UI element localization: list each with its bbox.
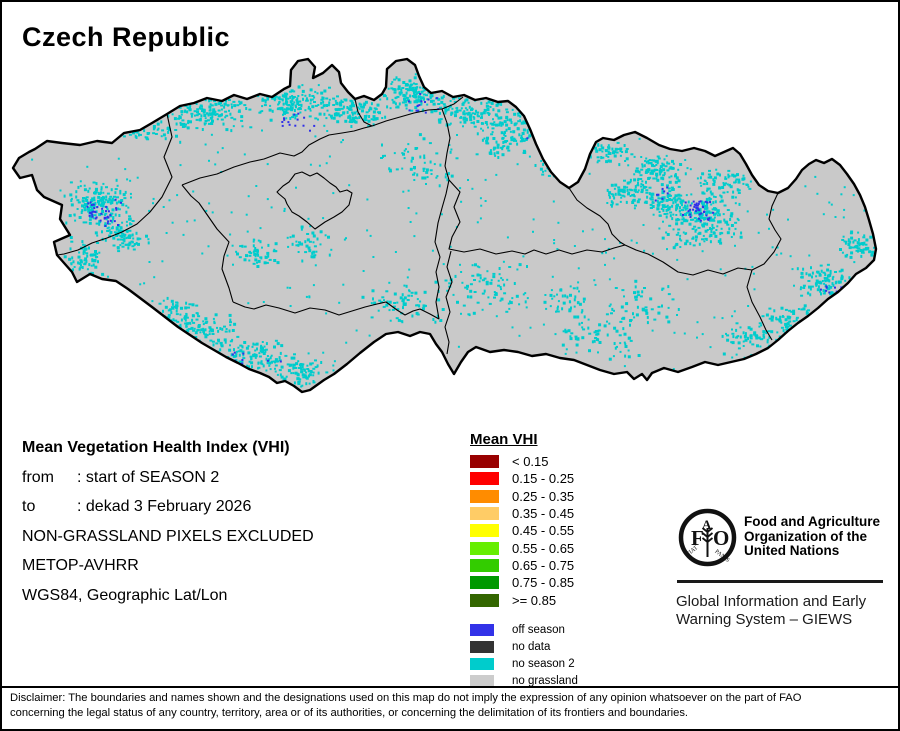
legend-row: no grassland — [470, 673, 578, 690]
param-mask: NON-GRASSLAND PIXELS EXCLUDED — [22, 527, 314, 545]
legend-row: < 0.15 — [470, 453, 578, 470]
param-sensor: METOP-AVHRR — [22, 557, 139, 574]
map-parameters-block: Mean Vegetation Health Index (VHI) from:… — [22, 433, 314, 610]
disclaimer-separator — [2, 686, 898, 688]
legend-swatch — [470, 472, 499, 486]
legend-row: 0.15 - 0.25 — [470, 470, 578, 487]
vhi-heading: Mean Vegetation Health Index (VHI) — [22, 439, 290, 456]
page-title: Czech Republic — [22, 22, 231, 52]
legend-swatch — [470, 524, 499, 538]
legend-swatch — [470, 675, 494, 688]
legend-extra-group: off season no data no season 2 no grassl… — [470, 622, 578, 690]
svg-text:F: F — [691, 526, 704, 550]
svg-text:O: O — [713, 526, 729, 550]
legend-swatch — [470, 489, 499, 503]
legend-row: 0.65 - 0.75 — [470, 557, 578, 574]
legend-swatch — [470, 541, 499, 555]
legend-swatch — [470, 658, 494, 671]
legend-row: 0.55 - 0.65 — [470, 539, 578, 556]
legend-swatch — [470, 558, 499, 572]
legend-swatch — [470, 593, 499, 607]
fao-separator — [677, 580, 883, 583]
legend: Mean VHI < 0.15 0.15 - 0.25 0.25 - 0.35 … — [470, 431, 578, 690]
legend-row: no data — [470, 639, 578, 656]
fao-org-name: Food and Agriculture Organization of the… — [744, 514, 880, 558]
legend-swatch — [470, 624, 494, 637]
legend-row: off season — [470, 622, 578, 639]
svg-text:A: A — [702, 517, 712, 532]
param-to: to: dekad 3 February 2026 — [22, 498, 252, 515]
disclaimer: Disclaimer: The boundaries and names sho… — [10, 692, 802, 719]
legend-row: 0.45 - 0.55 — [470, 522, 578, 539]
legend-row: no season 2 — [470, 656, 578, 673]
legend-swatch — [470, 507, 499, 521]
legend-row: 0.35 - 0.45 — [470, 505, 578, 522]
legend-swatch — [470, 576, 499, 590]
param-projection: WGS84, Geographic Lat/Lon — [22, 586, 228, 604]
legend-row: >= 0.85 — [470, 591, 578, 608]
legend-swatch — [470, 455, 499, 469]
legend-title: Mean VHI — [470, 431, 538, 448]
fao-logo-icon: F O A FIAT PANIS — [678, 508, 737, 567]
giews-label: Global Information and Early Warning Sys… — [676, 593, 867, 628]
legend-row: 0.25 - 0.35 — [470, 488, 578, 505]
legend-row: 0.75 - 0.85 — [470, 574, 578, 591]
legend-swatch — [470, 641, 494, 654]
param-from: from: start of SEASON 2 — [22, 468, 220, 486]
